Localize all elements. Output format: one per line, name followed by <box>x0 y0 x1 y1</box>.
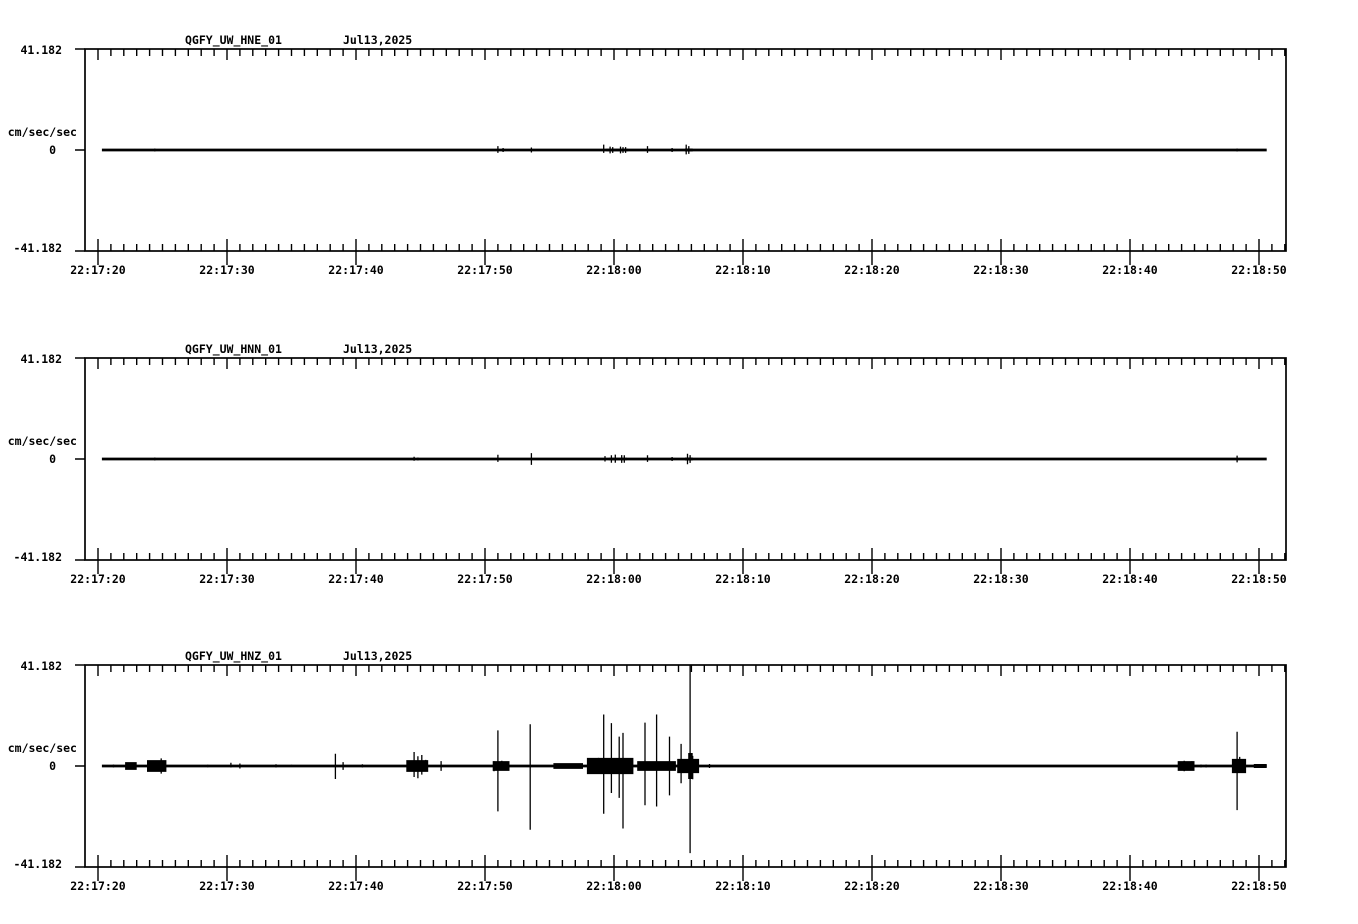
axis-ticks <box>75 48 1286 265</box>
seismogram-panel-hnn: QGFY_UW_HNN_01 Jul13,2025 41.182 cm/sec/… <box>0 309 1358 617</box>
x-tick-label: 22:18:40 <box>1102 263 1158 277</box>
x-tick-label: 22:18:20 <box>844 572 900 586</box>
x-tick-label: 22:18:20 <box>844 263 900 277</box>
y-axis-unit-label: cm/sec/sec <box>7 434 77 448</box>
axis-ticks <box>75 357 1286 574</box>
x-tick-label: 22:18:30 <box>973 879 1029 893</box>
x-tick-label: 22:18:40 <box>1102 879 1158 893</box>
panel-station-label: QGFY_UW_HNN_01 <box>185 342 282 356</box>
x-tick-label: 22:18:00 <box>586 572 642 586</box>
x-tick-label: 22:17:20 <box>70 572 126 586</box>
x-tick-label: 22:17:50 <box>457 879 513 893</box>
x-tick-label: 22:18:10 <box>715 879 771 893</box>
panel-station-label: QGFY_UW_HNZ_01 <box>185 649 282 663</box>
y-axis-min-label: -41.182 <box>13 857 62 871</box>
x-tick-label: 22:18:30 <box>973 572 1029 586</box>
x-tick-label: 22:17:20 <box>70 263 126 277</box>
y-axis-unit-label: cm/sec/sec <box>7 741 77 755</box>
y-axis-max-label: 41.182 <box>20 659 62 673</box>
waveform-spikes <box>154 453 1238 465</box>
panel-date-label: Jul13,2025 <box>343 649 413 663</box>
waveform-spikes <box>154 144 1238 155</box>
x-tick-label: 22:17:40 <box>328 879 384 893</box>
panel-date-label: Jul13,2025 <box>343 342 413 356</box>
x-tick-label: 22:18:10 <box>715 572 771 586</box>
y-axis-max-label: 41.182 <box>20 43 62 57</box>
x-tick-label: 22:17:40 <box>328 572 384 586</box>
x-tick-label: 22:17:30 <box>199 263 255 277</box>
y-axis-zero-label: 0 <box>49 759 56 773</box>
x-tick-label: 22:18:00 <box>586 263 642 277</box>
y-axis-zero-label: 0 <box>49 452 56 466</box>
panel-date-label: Jul13,2025 <box>343 33 413 47</box>
axis-ticks <box>75 664 1286 881</box>
x-tick-label: 22:17:40 <box>328 263 384 277</box>
seismogram-panel-hnz: QGFY_UW_HNZ_01 Jul13,2025 41.182 cm/sec/… <box>0 616 1358 924</box>
panel-station-label: QGFY_UW_HNE_01 <box>185 33 282 47</box>
x-tick-label: 22:18:50 <box>1231 879 1287 893</box>
waveform-spikes <box>112 665 1267 854</box>
y-axis-min-label: -41.182 <box>13 241 62 255</box>
x-tick-label: 22:17:50 <box>457 572 513 586</box>
y-axis-zero-label: 0 <box>49 143 56 157</box>
x-tick-label: 22:18:30 <box>973 263 1029 277</box>
x-tick-label: 22:18:10 <box>715 263 771 277</box>
y-axis-max-label: 41.182 <box>20 352 62 366</box>
x-tick-label: 22:18:00 <box>586 879 642 893</box>
waveform-plot-hnz <box>75 664 1287 881</box>
x-tick-label: 22:18:50 <box>1231 572 1287 586</box>
seismogram-panel-hne: QGFY_UW_HNE_01 Jul13,2025 41.182 cm/sec/… <box>0 0 1358 308</box>
waveform-plot-hnn <box>75 357 1287 574</box>
x-tick-label: 22:18:20 <box>844 879 900 893</box>
x-tick-label: 22:17:50 <box>457 263 513 277</box>
y-axis-min-label: -41.182 <box>13 550 62 564</box>
y-axis-unit-label: cm/sec/sec <box>7 125 77 139</box>
x-tick-label: 22:17:30 <box>199 879 255 893</box>
x-tick-label: 22:18:40 <box>1102 572 1158 586</box>
x-tick-label: 22:18:50 <box>1231 263 1287 277</box>
x-tick-label: 22:17:20 <box>70 879 126 893</box>
x-tick-label: 22:17:30 <box>199 572 255 586</box>
waveform-plot-hne <box>75 48 1287 265</box>
